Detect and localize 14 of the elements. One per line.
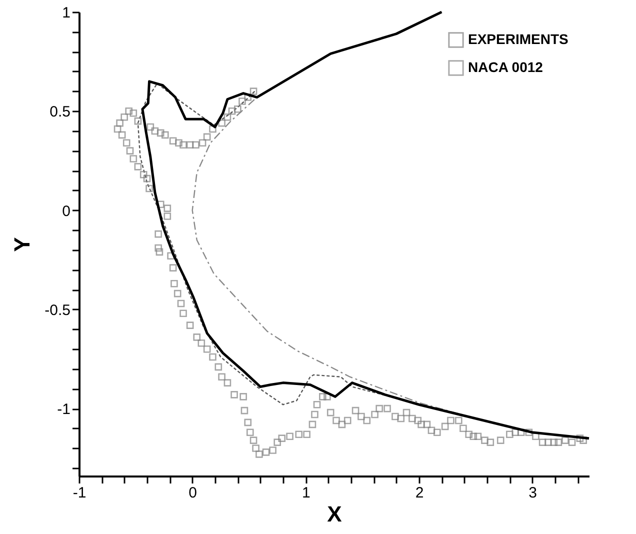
- x-tick-label: 3: [528, 484, 538, 502]
- x-tick-label: -1: [72, 484, 86, 502]
- y-tick-label: -1: [57, 401, 70, 418]
- x-tick-label: 0: [188, 484, 198, 502]
- x-axis-title: X: [327, 502, 342, 526]
- x-tick-label: 2: [415, 484, 424, 502]
- y-tick-label: 0.5: [50, 104, 70, 121]
- y-tick-label: 0: [62, 202, 70, 220]
- y-axis-title: Y: [10, 236, 35, 252]
- y-tick-label: -0.5: [44, 302, 70, 319]
- x-tick-label: 1: [302, 484, 310, 502]
- legend-label: NACA 0012: [468, 59, 544, 75]
- y-tick-label: 1: [62, 4, 70, 22]
- legend-label: EXPERIMENTS: [468, 31, 568, 47]
